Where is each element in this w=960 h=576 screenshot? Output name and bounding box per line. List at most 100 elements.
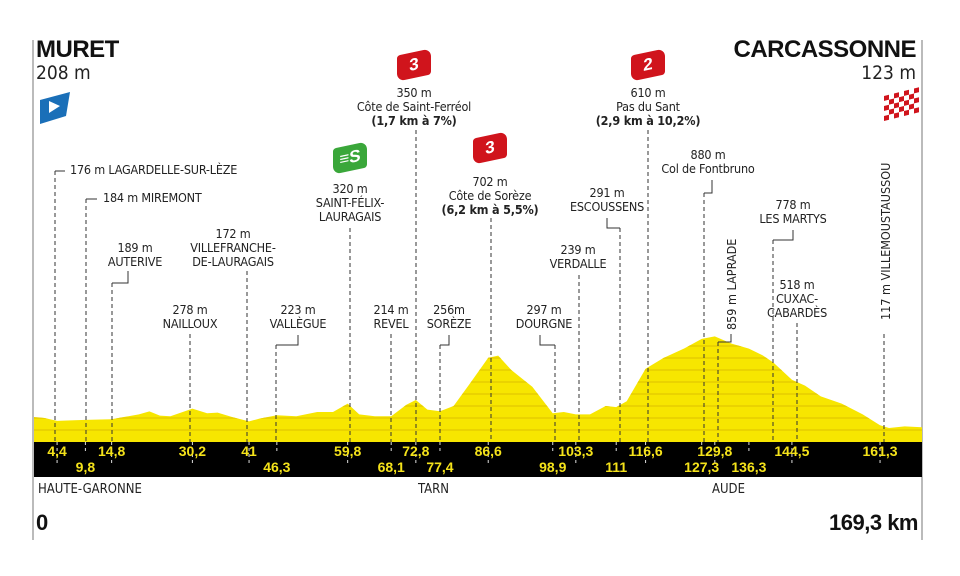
- annotation-label: 350 m Côte de Saint-Ferréol (1,7 km à 7%): [357, 86, 471, 128]
- annotation-line: (2,9 km à 10,2%): [595, 113, 701, 128]
- flag-square: [914, 102, 919, 109]
- annotation-line: 184 m MIREMONT: [103, 190, 202, 205]
- annotation-connector: [112, 271, 129, 284]
- annotation-label: 518 m CUXAC- CABARDÈS: [767, 278, 827, 320]
- flag-square: [899, 96, 904, 103]
- km-marker: 30,2: [178, 443, 207, 459]
- distance-end: 169,3 km: [829, 510, 918, 535]
- annotation-label: 278 m NAILLOUX: [163, 303, 218, 331]
- flag-square: [914, 107, 919, 114]
- annotation-label: 320 m SAINT-FÉLIX- LAURAGAIS: [315, 181, 385, 224]
- flag-square: [904, 104, 909, 112]
- annotation-line: Col de Fontbruno: [661, 161, 755, 176]
- annotation-line: SORÈZE: [426, 316, 472, 331]
- annotation-line: 518 m: [779, 277, 815, 292]
- start-elevation: 208 m: [36, 62, 91, 84]
- flag-square: [899, 101, 904, 108]
- annotation-line: REVEL: [373, 316, 409, 331]
- annotation-line: 610 m: [630, 85, 666, 100]
- annotation-line: 189 m: [117, 240, 153, 255]
- flag-square: [899, 91, 904, 98]
- profile-area: [34, 336, 922, 442]
- km-marker: 98,9: [539, 459, 567, 475]
- km-marker: 161,3: [862, 443, 898, 459]
- flag-square: [904, 94, 909, 102]
- flag-square: [889, 113, 894, 120]
- km-marker: 103,3: [558, 443, 594, 459]
- km-marker: 9,8: [75, 459, 96, 475]
- flag-square: [909, 98, 914, 105]
- annotation-line: 702 m: [472, 174, 508, 189]
- km-band: [34, 442, 922, 477]
- annotation-line: DE-LAURAGAIS: [192, 254, 274, 269]
- km-marker: 111: [605, 459, 628, 475]
- annotation-line: Côte de Saint-Ferréol: [356, 99, 472, 114]
- flag-square: [914, 97, 919, 104]
- annotation-line: 176 m LAGARDELLE-SUR-LÈZE: [70, 162, 238, 177]
- annotation-line: 223 m: [280, 302, 316, 317]
- annotation-label: 610 m Pas du Sant (2,9 km à 10,2%): [596, 86, 701, 128]
- annotation-connector: [704, 180, 713, 194]
- flag-square: [884, 104, 889, 111]
- flag-square: [914, 92, 919, 99]
- annotation-line: LAURAGAIS: [318, 209, 382, 224]
- annotation-connector: [718, 334, 732, 343]
- annotation-label: 172 m VILLEFRANCHE- DE-LAURAGAIS: [190, 226, 276, 269]
- annotation-label: 184 m MIREMONT: [103, 191, 202, 205]
- annotation-line: ESCOUSSENS: [569, 199, 645, 214]
- flag-square: [894, 112, 899, 119]
- flag-square: [894, 102, 899, 109]
- annotation-label: 702 m Côte de Sorèze (6,2 km à 5,5%): [442, 175, 539, 217]
- annotation-label: 239 m VERDALLE: [550, 243, 607, 271]
- annotation-connector: [276, 335, 299, 346]
- km-marker: 136,3: [731, 459, 767, 475]
- distance-start: 0: [36, 510, 48, 535]
- km-marker: 129,8: [697, 443, 733, 459]
- annotation-line: VALLÈGUE: [269, 316, 327, 331]
- flag-square: [914, 87, 919, 94]
- annotation-line: Côte de Sorèze: [448, 188, 532, 203]
- km-marker: 46,3: [263, 459, 291, 475]
- flag-square: [909, 93, 914, 100]
- annotation-line: (1,7 km à 7%): [371, 113, 457, 128]
- start-flag-arrow-icon: [49, 101, 60, 113]
- finish-flag-icon: [884, 87, 919, 121]
- flag-square: [884, 109, 889, 116]
- annotation-line: VILLEFRANCHE-: [190, 240, 276, 255]
- km-marker: 116,6: [628, 443, 663, 459]
- flag-square: [899, 106, 904, 113]
- km-marker: 14,8: [98, 443, 126, 459]
- flag-square: [894, 97, 899, 104]
- annotation-line: 117 m VILLEMOUSTAUSSOU: [878, 162, 893, 320]
- annotation-line: SAINT-FÉLIX-: [315, 195, 385, 210]
- km-marker: 59,8: [334, 443, 362, 459]
- annotation-label: 880 m Col de Fontbruno: [661, 148, 754, 176]
- annotation-line: 256m: [433, 302, 465, 317]
- annotation-line: 320 m: [332, 181, 368, 196]
- finish-elevation: 123 m: [861, 62, 916, 84]
- flag-square: [909, 108, 914, 115]
- annotation-connector: [539, 335, 555, 346]
- annotation-label: 291 m ESCOUSSENS: [570, 186, 644, 214]
- annotation-label: 859 m LAPRADE: [724, 239, 739, 330]
- km-marker: 127,3: [684, 459, 720, 475]
- annotation-line: 172 m: [215, 226, 251, 241]
- annotation-line: Pas du Sant: [616, 99, 680, 114]
- finish-name: CARCASSONNE: [733, 36, 916, 63]
- km-marker: 41: [241, 443, 257, 459]
- annotation-line: 859 m LAPRADE: [724, 238, 739, 330]
- flag-square: [884, 114, 889, 121]
- annotation-label: 223 m VALLÈGUE: [270, 303, 327, 331]
- annotation-connector: [773, 230, 794, 241]
- annotation-line: DOURGNE: [515, 316, 573, 331]
- flag-square: [884, 94, 889, 101]
- region-haute-garonne: HAUTE-GARONNE: [38, 482, 142, 497]
- flag-square: [899, 111, 904, 118]
- km-marker: 68,1: [377, 459, 405, 475]
- km-marker: 86,6: [474, 443, 502, 459]
- annotation-line: 778 m: [775, 197, 811, 212]
- region-aude: AUDE: [712, 482, 745, 497]
- annotation-line: 350 m: [396, 85, 432, 100]
